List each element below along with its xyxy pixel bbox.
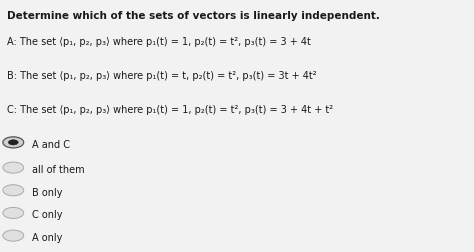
Circle shape — [3, 207, 24, 218]
Text: Determine which of the sets of vectors is linearly independent.: Determine which of the sets of vectors i… — [7, 11, 380, 21]
Circle shape — [3, 185, 24, 196]
Text: A: The set ⟨p₁, p₂, p₃⟩ where p₁(t) = 1, p₂(t) = t², p₃(t) = 3 + 4t: A: The set ⟨p₁, p₂, p₃⟩ where p₁(t) = 1,… — [7, 37, 311, 47]
Text: C: The set ⟨p₁, p₂, p₃⟩ where p₁(t) = 1, p₂(t) = t², p₃(t) = 3 + 4t + t²: C: The set ⟨p₁, p₂, p₃⟩ where p₁(t) = 1,… — [7, 105, 333, 115]
Circle shape — [3, 162, 24, 173]
Text: B: The set ⟨p₁, p₂, p₃⟩ where p₁(t) = t, p₂(t) = t², p₃(t) = 3t + 4t²: B: The set ⟨p₁, p₂, p₃⟩ where p₁(t) = t,… — [7, 71, 317, 81]
Text: all of them: all of them — [32, 165, 85, 175]
Text: C only: C only — [32, 210, 63, 220]
Circle shape — [8, 140, 18, 145]
Text: A and C: A and C — [32, 140, 70, 150]
Circle shape — [3, 137, 24, 148]
Text: A only: A only — [32, 233, 63, 243]
Circle shape — [3, 230, 24, 241]
Text: B only: B only — [32, 188, 63, 198]
